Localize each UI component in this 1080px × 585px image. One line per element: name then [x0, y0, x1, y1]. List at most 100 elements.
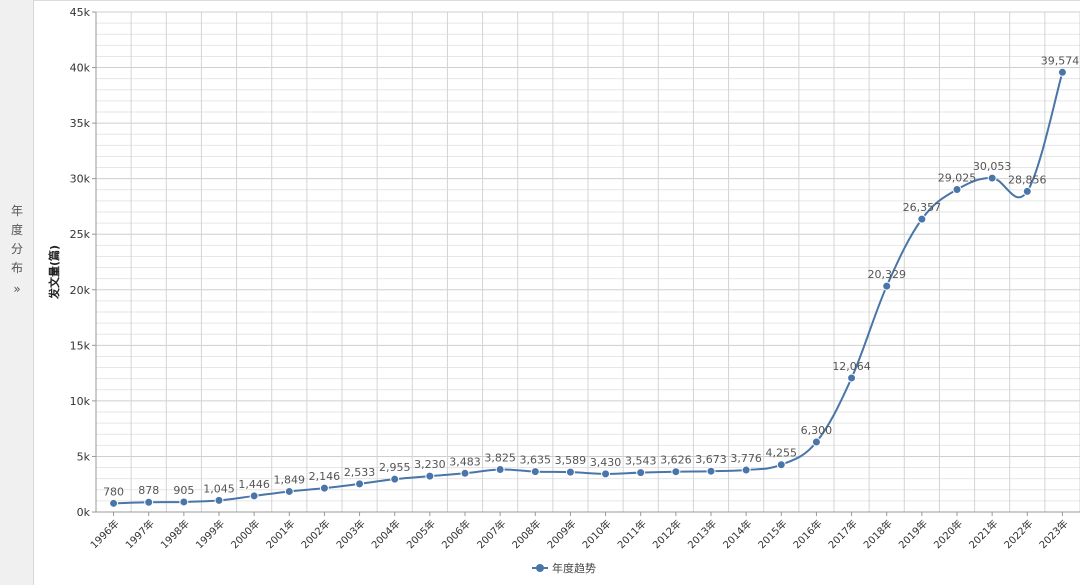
data-label: 1,045: [203, 482, 235, 495]
x-tick-label: 2022年: [1001, 517, 1035, 551]
data-label: 3,430: [590, 456, 622, 469]
data-label: 3,673: [695, 453, 727, 466]
data-point: [425, 471, 435, 481]
data-point: [811, 437, 821, 447]
side-tab-label: 年 度 分 布 »: [0, 202, 34, 299]
data-label: 1,849: [274, 473, 306, 486]
legend-marker: [536, 564, 544, 572]
data-point: [390, 474, 400, 484]
side-tab-char: 布: [10, 261, 23, 275]
data-point: [495, 465, 505, 474]
side-tab-char: 度: [10, 223, 23, 237]
data-point: [741, 465, 751, 475]
y-axis-ticks: 0k 5k 10k 15k 20k 25k 30k 35k 40k 45k: [70, 6, 96, 519]
x-tick-label: 1999年: [193, 517, 227, 551]
side-tab-char: 年: [10, 204, 23, 218]
data-point: [355, 479, 365, 489]
x-tick-label: 2011年: [615, 517, 649, 551]
data-label: 1,446: [238, 478, 270, 491]
data-point: [601, 469, 611, 479]
data-label: 39,574: [1041, 54, 1080, 67]
data-label: 29,025: [938, 172, 977, 185]
x-tick-label: 2017年: [825, 517, 859, 551]
x-tick-label: 2021年: [966, 517, 1000, 551]
data-point: [706, 466, 716, 476]
y-tick-label: 40k: [70, 62, 91, 75]
data-point: [214, 495, 224, 505]
x-tick-label: 2013年: [685, 517, 719, 551]
data-labels: 780 878 905 1,045 1,446 1,849 2,146 2,533 2,955 3…: [103, 54, 1079, 498]
x-tick-label: 2008年: [509, 517, 543, 551]
data-point: [952, 185, 962, 194]
data-label: 3,589: [555, 454, 587, 467]
x-tick-label: 2016年: [790, 517, 824, 551]
data-label: 905: [173, 484, 194, 497]
x-tick-label: 2010年: [579, 517, 613, 551]
data-point: [671, 467, 681, 477]
y-tick-label: 5k: [77, 450, 91, 463]
y-tick-label: 20k: [70, 284, 91, 297]
data-label: 2,533: [344, 466, 376, 479]
x-tick-label: 2012年: [650, 517, 684, 551]
x-tick-label: 2015年: [755, 517, 789, 551]
x-tick-label: 1996年: [87, 517, 121, 551]
data-label: 2,146: [309, 470, 341, 483]
data-label: 28,856: [1008, 173, 1047, 186]
x-tick-label: 2004年: [369, 517, 403, 551]
data-point: [109, 498, 119, 508]
data-point: [565, 467, 575, 477]
annual-distribution-tab[interactable]: 年 度 分 布 »: [0, 0, 34, 585]
data-point: [1022, 186, 1032, 196]
y-tick-label: 10k: [70, 395, 91, 408]
data-label: 2,955: [379, 461, 411, 474]
data-point: [1057, 67, 1067, 77]
data-points: [109, 67, 1067, 508]
y-axis-title: 发文量(篇): [47, 245, 61, 300]
legend[interactable]: 年度趋势: [532, 561, 596, 575]
data-point: [847, 373, 857, 383]
data-label: 3,635: [520, 454, 552, 467]
y-tick-label: 45k: [70, 6, 91, 19]
top-border: [34, 0, 1080, 1]
data-point: [179, 497, 189, 507]
x-tick-label: 2009年: [544, 517, 578, 551]
x-tick-label: 2023年: [1036, 517, 1070, 551]
grid: [95, 11, 1080, 513]
x-tick-label: 2014年: [720, 517, 754, 551]
data-label: 878: [138, 484, 159, 497]
x-tick-label: 2006年: [439, 517, 473, 551]
double-chevron-right-icon[interactable]: »: [13, 282, 21, 296]
data-label: 4,255: [766, 447, 798, 460]
data-label: 26,357: [903, 201, 942, 214]
axes: [95, 12, 1080, 513]
data-label: 6,300: [801, 424, 833, 437]
data-label: 3,626: [660, 454, 692, 467]
data-label: 3,825: [484, 452, 516, 465]
x-tick-label: 2019年: [896, 517, 930, 551]
x-tick-label: 1998年: [158, 517, 192, 551]
data-point: [882, 281, 892, 291]
data-label: 3,776: [730, 452, 762, 465]
data-label: 30,053: [973, 160, 1012, 173]
data-point: [144, 497, 154, 507]
data-point: [636, 468, 646, 478]
data-point: [987, 173, 997, 183]
data-point: [284, 486, 294, 496]
data-label: 3,483: [449, 455, 481, 468]
data-point: [249, 491, 259, 501]
data-label: 12,064: [832, 360, 871, 373]
x-axis-ticks: 1996年 1997年 1998年 1999年 2000年 2001年 2002年 2003年…: [87, 512, 1071, 551]
x-tick-label: 2002年: [298, 517, 332, 551]
x-tick-label: 1997年: [123, 517, 157, 551]
x-tick-label: 2007年: [474, 517, 508, 551]
x-tick-label: 2000年: [228, 517, 262, 551]
data-point: [319, 483, 329, 493]
data-point: [917, 214, 927, 224]
x-tick-label: 2020年: [931, 517, 965, 551]
y-tick-label: 30k: [70, 173, 91, 186]
x-tick-label: 2001年: [263, 517, 297, 551]
y-tick-label: 35k: [70, 117, 91, 130]
y-tick-label: 15k: [70, 339, 91, 352]
